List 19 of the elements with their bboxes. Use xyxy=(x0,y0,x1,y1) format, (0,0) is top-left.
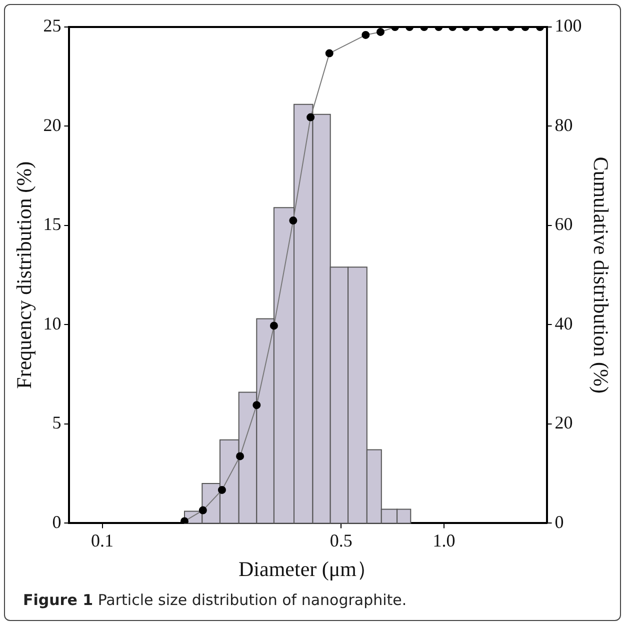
y2-tick-label: 0 xyxy=(554,512,564,532)
x-tick-label: 1.0 xyxy=(432,530,456,551)
x-tick-label: 0.5 xyxy=(330,530,352,551)
y2-tick-label: 60 xyxy=(554,214,573,234)
y2-tick-label: 40 xyxy=(554,313,573,334)
x-tick-label: 0.1 xyxy=(91,530,114,551)
y2-tick-label: 80 xyxy=(554,114,573,135)
y2-tick-label: 100 xyxy=(554,16,582,36)
y-tick-label: 15 xyxy=(43,214,62,234)
y-tick-label: 20 xyxy=(43,114,62,135)
y-axis-title: Frequency distribution (%) xyxy=(12,161,36,389)
y-tick-label: 0 xyxy=(52,512,62,532)
y-tick-label: 10 xyxy=(43,313,62,334)
caption: Figure 1 Particle size distribution of nanographite. xyxy=(23,591,407,609)
y2-tick-label: 20 xyxy=(554,412,573,433)
y-tick-label: 5 xyxy=(52,412,62,433)
y-tick-label: 25 xyxy=(43,16,62,36)
y2-axis-title: Cumulative distribution (%) xyxy=(588,156,613,394)
x-axis-title: Diameter (μm） xyxy=(238,556,378,581)
